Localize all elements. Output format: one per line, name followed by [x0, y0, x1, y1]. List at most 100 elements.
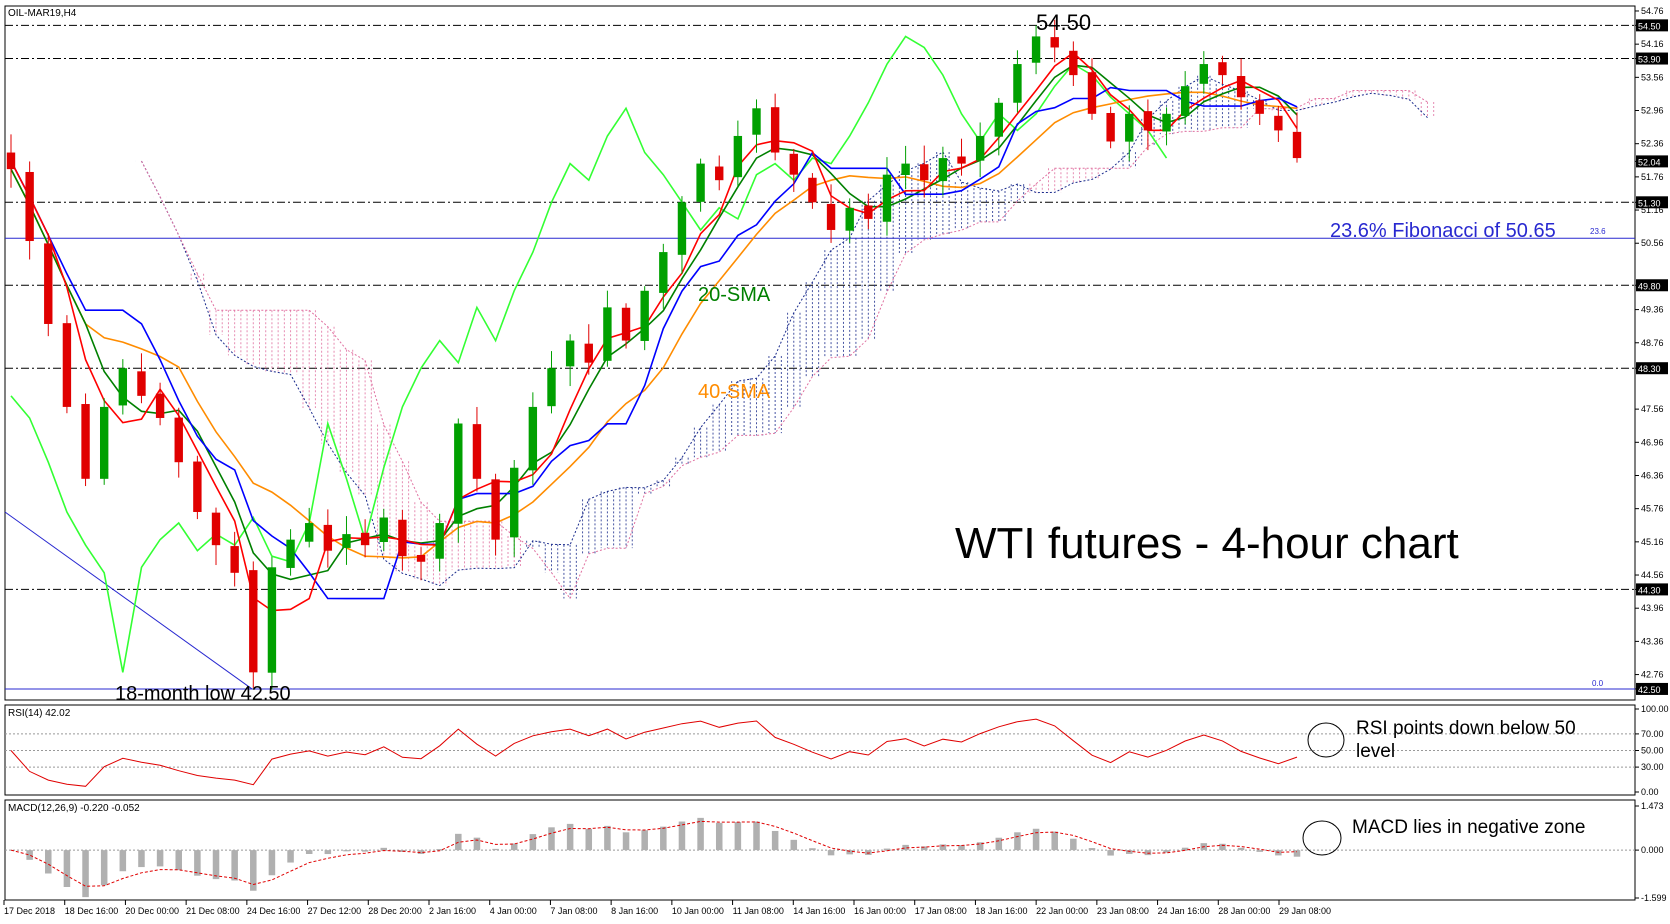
candle-body [845, 207, 854, 231]
candle-body [81, 404, 90, 479]
price-tick-label: 44.56 [1641, 570, 1664, 580]
price-tick-label: 51.16 [1641, 205, 1664, 215]
price-tag-box [1636, 52, 1668, 65]
x-tick-label: 10 Jan 00:00 [672, 906, 724, 916]
zero-small-label: 0.0 [1592, 679, 1604, 688]
macd-panel-title: MACD(12,26,9) -0.220 -0.052 [8, 803, 140, 814]
price-tick-label: 48.76 [1641, 338, 1664, 348]
candle-body [1106, 112, 1115, 142]
candle-body [1180, 86, 1190, 116]
price-tag-label: 52.04 [1638, 157, 1661, 167]
price-tick-label: 50.56 [1641, 238, 1664, 248]
macd-tick-label: 0.000 [1641, 845, 1664, 855]
candle-body [659, 252, 668, 293]
candle-body [528, 406, 538, 471]
x-tick-label: 28 Dec 20:00 [368, 906, 422, 916]
descending-trendline [4, 511, 253, 690]
price-tag-label: 42.50 [1638, 685, 1661, 695]
candle-body [435, 523, 444, 559]
candle-body [1069, 50, 1078, 76]
price-tick-label: 54.16 [1641, 39, 1664, 49]
senkou-span-a [141, 75, 1428, 587]
macd-signal-line [10, 820, 1298, 887]
price-tag-label: 53.90 [1638, 55, 1661, 65]
rsi-tick-label: 0.00 [1641, 787, 1659, 797]
candle-body [565, 340, 575, 367]
macd-tick-label: -1.599 [1641, 893, 1667, 903]
candle-body [882, 174, 892, 222]
candle-body [6, 152, 16, 170]
price-tag-box [1636, 279, 1668, 292]
candle-body [155, 393, 165, 418]
x-tick-label: 24 Jan 16:00 [1158, 906, 1210, 916]
x-tick-label: 14 Jan 16:00 [793, 906, 845, 916]
x-tick-label: 8 Jan 16:00 [611, 906, 658, 916]
candle-body [640, 290, 649, 341]
candle-body [25, 171, 34, 242]
chart-title: WTI futures - 4-hour chart [955, 519, 1459, 568]
price-tick-label: 46.96 [1641, 437, 1664, 447]
candle-body [454, 423, 463, 524]
candle-body [174, 417, 183, 463]
price-tag-label: 48.30 [1638, 364, 1661, 374]
candle-body [901, 163, 910, 176]
candle-body [808, 177, 817, 203]
candle-body [267, 567, 277, 673]
rsi-tick-label: 100.00 [1641, 704, 1669, 714]
candle-body [1087, 72, 1097, 114]
price-tag-label: 44.30 [1638, 585, 1661, 595]
candle-body [1050, 37, 1059, 48]
candle-body [547, 368, 556, 407]
price-tag-box [1636, 196, 1668, 209]
candle-body [994, 102, 1003, 137]
candle-body [1255, 100, 1264, 114]
price-tag-box [1636, 682, 1668, 695]
candle-body [1199, 64, 1209, 84]
candle-body [1274, 115, 1283, 131]
price-tick-label: 54.76 [1641, 6, 1664, 16]
candle-body [1162, 113, 1171, 132]
price-tag-box [1636, 155, 1668, 168]
price-tag-box [1636, 19, 1668, 32]
fibonacci-small-label: 23.6 [1590, 227, 1606, 236]
candle-body [957, 156, 966, 164]
x-tick-label: 18 Jan 16:00 [975, 906, 1027, 916]
candle-body [491, 479, 500, 540]
candle-body [510, 467, 519, 538]
x-tick-label: 28 Jan 00:00 [1218, 906, 1270, 916]
price-tag-box [1636, 583, 1668, 596]
candle-body [360, 532, 370, 546]
rsi-note-line2: level [1356, 741, 1395, 762]
candle-body [62, 323, 72, 407]
candle-body [1218, 62, 1227, 76]
candle-body [920, 164, 929, 181]
candle-body [715, 166, 724, 181]
candle-body [752, 108, 761, 135]
candle-body [99, 406, 109, 479]
candle-body [603, 307, 612, 361]
sma20-line [10, 64, 1298, 581]
x-tick-label: 22 Jan 00:00 [1036, 906, 1088, 916]
price-tick-label: 51.76 [1641, 172, 1664, 182]
rsi-panel-title: RSI(14) 42.02 [8, 708, 71, 719]
candle-body [696, 163, 705, 202]
candle-body [584, 343, 593, 363]
price-tag-label: 54.50 [1638, 21, 1661, 31]
price-tick-label: 46.36 [1641, 470, 1664, 480]
price-tag-label: 49.80 [1638, 281, 1661, 291]
candle-body [137, 371, 146, 396]
fibonacci-label: 23.6% Fibonacci of 50.65 [1330, 220, 1556, 242]
candle-body [1013, 64, 1022, 103]
candle-body [230, 546, 239, 573]
x-tick-label: 17 Jan 08:00 [915, 906, 967, 916]
candle-body [1031, 36, 1041, 63]
price-tag-label: 51.30 [1638, 198, 1661, 208]
x-tick-label: 7 Jan 08:00 [550, 906, 597, 916]
x-tick-label: 20 Dec 00:00 [125, 906, 179, 916]
candle-body [677, 202, 687, 255]
candle-body [770, 107, 780, 153]
high-label: 54.50 [1036, 10, 1091, 35]
rsi-line [10, 718, 1298, 787]
macd-tick-label: 1.473 [1641, 801, 1664, 811]
